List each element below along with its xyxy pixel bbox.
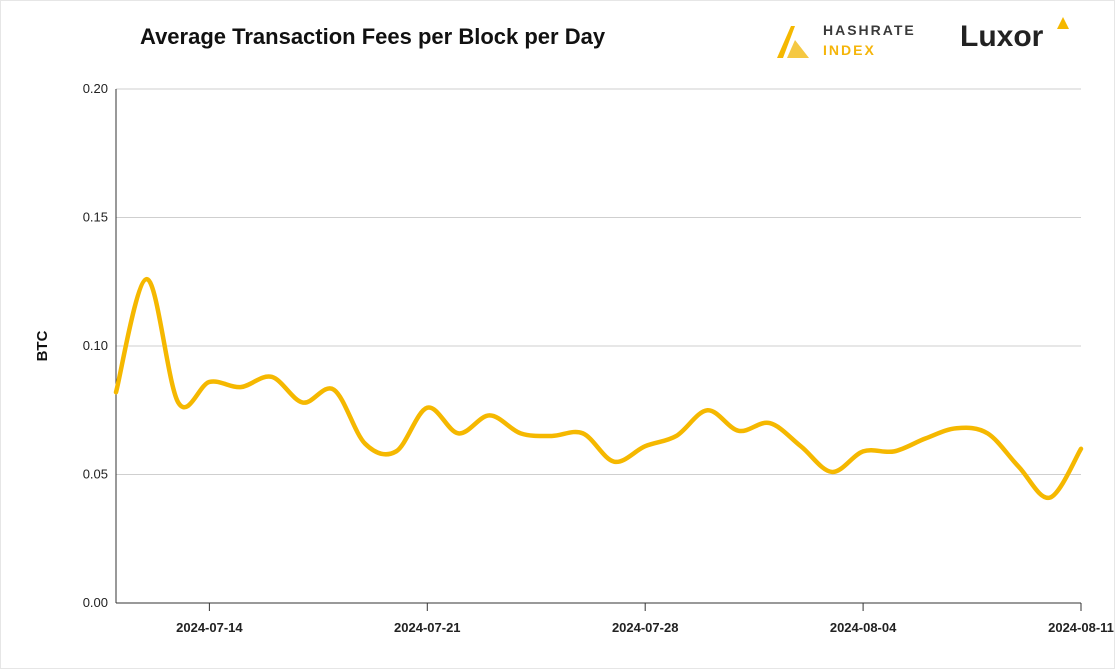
x-tick-label: 2024-07-14 <box>176 620 243 635</box>
hashrate-logo-text: HASHRATE <box>823 22 916 38</box>
x-tick-label: 2024-07-28 <box>612 620 679 635</box>
y-tick-label: 0.15 <box>83 210 108 225</box>
y-tick-label: 0.10 <box>83 338 108 353</box>
luxor-logo-mark <box>1057 17 1069 29</box>
series-layer <box>113 276 1084 500</box>
x-tick-label: 2024-08-04 <box>830 620 897 635</box>
hashrate-index-logo: HASHRATE INDEX <box>773 18 943 64</box>
x-tick-label: 2024-07-21 <box>394 620 461 635</box>
tick-labels: 0.00 0.05 0.10 0.15 0.20 2024-07-14 2024-07-21… <box>34 81 1114 635</box>
y-axis-label: BTC <box>34 330 51 361</box>
hashrate-index-logo-mark <box>777 26 809 58</box>
x-tick-label: 2024-08-11 <box>1048 620 1114 635</box>
axes <box>115 89 1082 611</box>
chart-title: Average Transaction Fees per Block per D… <box>140 24 606 49</box>
luxor-logo-text: Luxor <box>960 20 1044 53</box>
index-logo-text: INDEX <box>823 42 876 58</box>
y-tick-label: 0.00 <box>83 595 108 610</box>
grid-lines <box>116 88 1081 475</box>
y-tick-label: 0.20 <box>83 81 108 96</box>
series-line <box>113 276 1084 500</box>
y-tick-label: 0.05 <box>83 467 108 482</box>
luxor-logo: Luxor <box>960 14 1072 60</box>
